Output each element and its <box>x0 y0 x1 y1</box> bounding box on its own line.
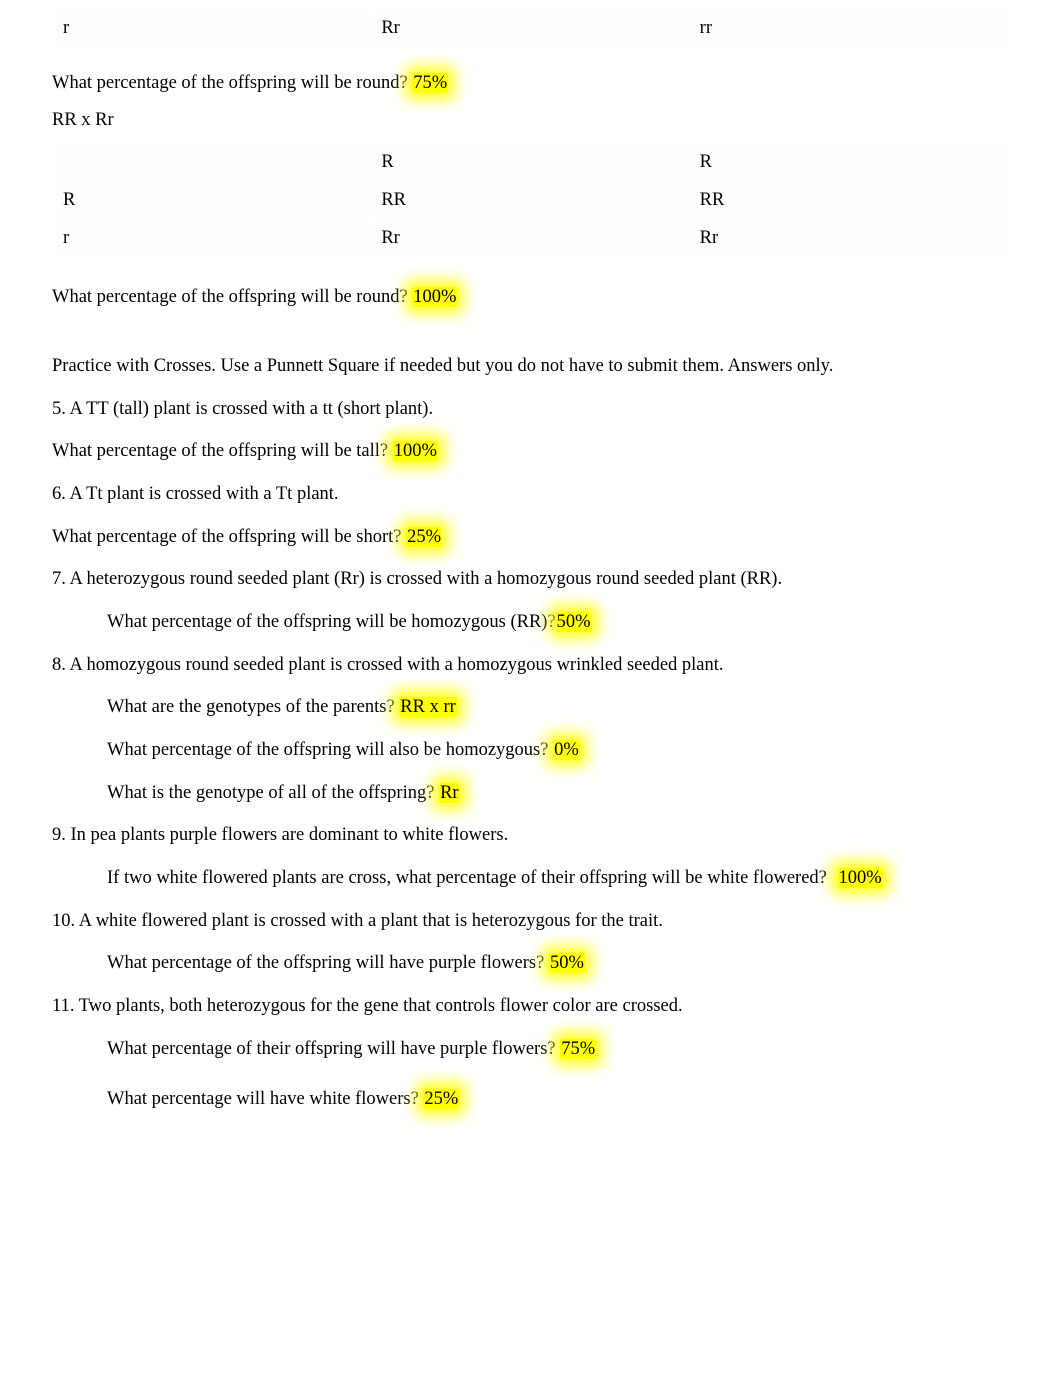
question-text: What is the genotype of all of the offsp… <box>107 783 439 803</box>
cell-genotype-RR: RR <box>692 183 1007 218</box>
q7-question: What percentage of the offspring will be… <box>52 608 1010 637</box>
question-text: What percentage of the offspring will be… <box>52 73 412 93</box>
cell-genotype-RR: RR <box>373 183 688 218</box>
cell-allele-r: r <box>55 11 370 46</box>
question-text: What percentage will have white flowers? <box>107 1089 423 1109</box>
cell-blank <box>55 145 370 180</box>
answer-highlight: 50% <box>556 612 592 632</box>
question-text: What percentage of the offspring will be… <box>107 612 556 632</box>
q8-sub3: What is the genotype of all of the offsp… <box>52 779 1010 808</box>
q9-question: If two white flowered plants are cross, … <box>52 864 1010 893</box>
instructions-text: Practice with Crosses. Use a Punnett Squ… <box>52 352 1010 381</box>
answer-highlight: 25% <box>423 1089 459 1109</box>
answer-highlight: 75% <box>412 73 448 93</box>
q8-sub2: What percentage of the offspring will al… <box>52 736 1010 765</box>
cell-header-R: R <box>692 145 1007 180</box>
question-text: What are the genotypes of the parents? <box>107 697 399 717</box>
answer-highlight: 100% <box>412 287 457 307</box>
q6-question: What percentage of the offspring will be… <box>52 523 1010 552</box>
q7-prompt: 7. A heterozygous round seeded plant (Rr… <box>52 565 1010 594</box>
question-text: What percentage of the offspring will be… <box>52 441 393 461</box>
answer-highlight: Rr <box>439 783 460 803</box>
q5-question: What percentage of the offspring will be… <box>52 437 1010 466</box>
cell-allele-r: r <box>55 221 370 256</box>
q10-prompt: 10. A white flowered plant is crossed wi… <box>52 907 1010 936</box>
cross-label: RR x Rr <box>52 106 1010 135</box>
cell-genotype-Rr: Rr <box>373 221 688 256</box>
question-text: What percentage of their offspring will … <box>107 1039 560 1059</box>
answer-highlight: 100% <box>393 441 438 461</box>
table-row: r Rr Rr <box>55 221 1007 256</box>
question-text: What percentage of the offspring will be… <box>52 287 412 307</box>
table-row: R RR RR <box>55 183 1007 218</box>
answer-highlight: RR x rr <box>399 697 457 717</box>
question-text: What percentage of the offspring will ha… <box>107 953 549 973</box>
cell-genotype-Rr: Rr <box>373 11 688 46</box>
q11-question-1: What percentage of their offspring will … <box>52 1035 1010 1064</box>
answer-highlight: 25% <box>406 527 442 547</box>
table-row: r Rr rr <box>55 11 1007 46</box>
cell-genotype-rr: rr <box>692 11 1007 46</box>
table-row: R R <box>55 145 1007 180</box>
cell-allele-R: R <box>55 183 370 218</box>
answer-highlight: 75% <box>560 1039 596 1059</box>
q10-question: What percentage of the offspring will ha… <box>52 949 1010 978</box>
q8-prompt: 8. A homozygous round seeded plant is cr… <box>52 651 1010 680</box>
punnett-table-1: r Rr rr <box>52 8 1010 49</box>
question-text: If two white flowered plants are cross, … <box>107 868 832 888</box>
question-round-1: What percentage of the offspring will be… <box>52 69 1010 98</box>
answer-highlight: 50% <box>549 953 585 973</box>
q5-prompt: 5. A TT (tall) plant is crossed with a t… <box>52 395 1010 424</box>
cell-genotype-Rr: Rr <box>692 221 1007 256</box>
cell-header-R: R <box>373 145 688 180</box>
q8-sub1: What are the genotypes of the parents? R… <box>52 693 1010 722</box>
answer-highlight: 0% <box>553 740 580 760</box>
q6-prompt: 6. A Tt plant is crossed with a Tt plant… <box>52 480 1010 509</box>
question-text: What percentage of the offspring will al… <box>107 740 553 760</box>
question-round-2: What percentage of the offspring will be… <box>52 283 1010 312</box>
q9-prompt: 9. In pea plants purple flowers are domi… <box>52 821 1010 850</box>
answer-highlight: 100% <box>838 868 883 888</box>
q11-prompt: 11. Two plants, both heterozygous for th… <box>52 992 1010 1021</box>
punnett-table-2: R R R RR RR r Rr Rr <box>52 142 1010 259</box>
worksheet-page: r Rr rr What percentage of the offspring… <box>0 8 1062 1194</box>
q11-question-2: What percentage will have white flowers?… <box>52 1085 1010 1114</box>
question-text: What percentage of the offspring will be… <box>52 527 406 547</box>
